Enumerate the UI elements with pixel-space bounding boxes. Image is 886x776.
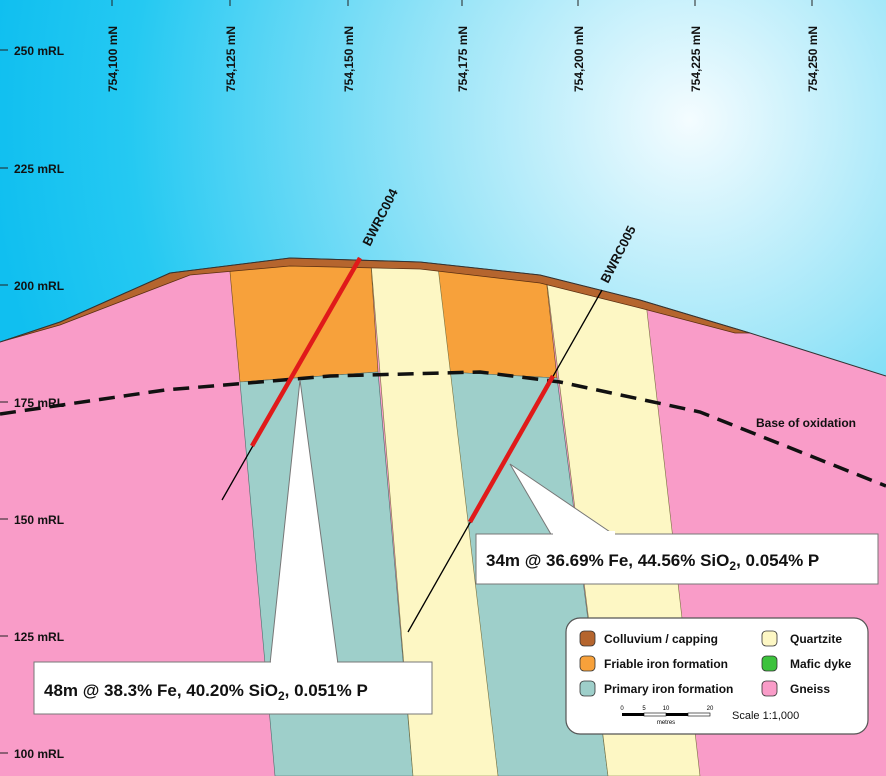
legend-box [565,617,869,735]
callout-box-bwrc005 [475,533,879,585]
callout-box-bwrc004 [33,661,433,715]
rl-label-100: 100 mRL [14,747,64,761]
quartzite-unit-1 [369,258,499,776]
scale-text: Scale 1:1,000 [732,710,799,722]
legend: Colluvium / capping Friable iron formati… [565,617,869,735]
northing-label-754225: 754,225 mN [689,26,703,92]
callout-text-bwrc004: 48m @ 38.3% Fe, 40.20% SiO2, 0.051% P [44,681,368,703]
scale-tick-20: 20 [707,706,714,712]
callout-bwrc005: 34m @ 36.69% Fe, 44.56% SiO2, 0.054% P [475,463,879,585]
scale-tick-5: 5 [642,706,646,712]
callout-bwrc004: 48m @ 38.3% Fe, 40.20% SiO2, 0.051% P [33,379,433,715]
legend-label-gneiss: Gneiss [790,682,830,696]
legend-swatch-primary [579,680,596,697]
rl-tick-marks [0,49,8,754]
scale-unit: metres [657,720,675,726]
rl-label-250: 250 mRL [14,44,64,58]
northing-label-754150: 754,150 mN [342,26,356,92]
northing-label-754125: 754,125 mN [224,26,238,92]
callout-text-bwrc005: 34m @ 36.69% Fe, 44.56% SiO2, 0.054% P [486,551,819,573]
scale-tick-0: 0 [620,706,624,712]
legend-swatch-gneiss [761,680,778,697]
legend-swatch-quartzite [761,630,778,647]
base-of-oxidation-label: Base of oxidation [756,416,856,430]
legend-label-primary: Primary iron formation [604,682,733,696]
rl-axis: 250 mRL 225 mRL 200 mRL 175 mRL 150 mRL … [14,44,64,761]
legend-label-friable: Friable iron formation [604,657,728,671]
legend-swatch-colluvium [579,630,596,647]
rl-label-150: 150 mRL [14,513,64,527]
legend-label-quartzite: Quartzite [790,632,842,646]
northing-label-754200: 754,200 mN [572,26,586,92]
rl-label-225: 225 mRL [14,162,64,176]
northing-label-754175: 754,175 mN [456,26,470,92]
rl-label-200: 200 mRL [14,279,64,293]
base-of-oxidation-line [0,370,886,488]
northing-axis: 754,100 mN 754,125 mN 754,150 mN 754,175… [106,26,820,92]
legend-swatch-friable [579,655,596,672]
northing-tick-marks [111,0,813,6]
drill-intercept-bwrc005 [468,374,555,524]
drill-intercept-bwrc004 [250,256,362,448]
scale-tick-10: 10 [663,706,670,712]
topography-line [0,257,886,377]
northing-label-754100: 754,100 mN [106,26,120,92]
northing-label-754250: 754,250 mN [806,26,820,92]
rl-label-125: 125 mRL [14,630,64,644]
legend-label-mafic: Mafic dyke [790,657,852,671]
legend-label-colluvium: Colluvium / capping [604,632,718,646]
scale-bar: 0 5 10 20 metres Scale 1:1,000 [620,706,799,726]
legend-swatch-mafic [761,655,778,672]
